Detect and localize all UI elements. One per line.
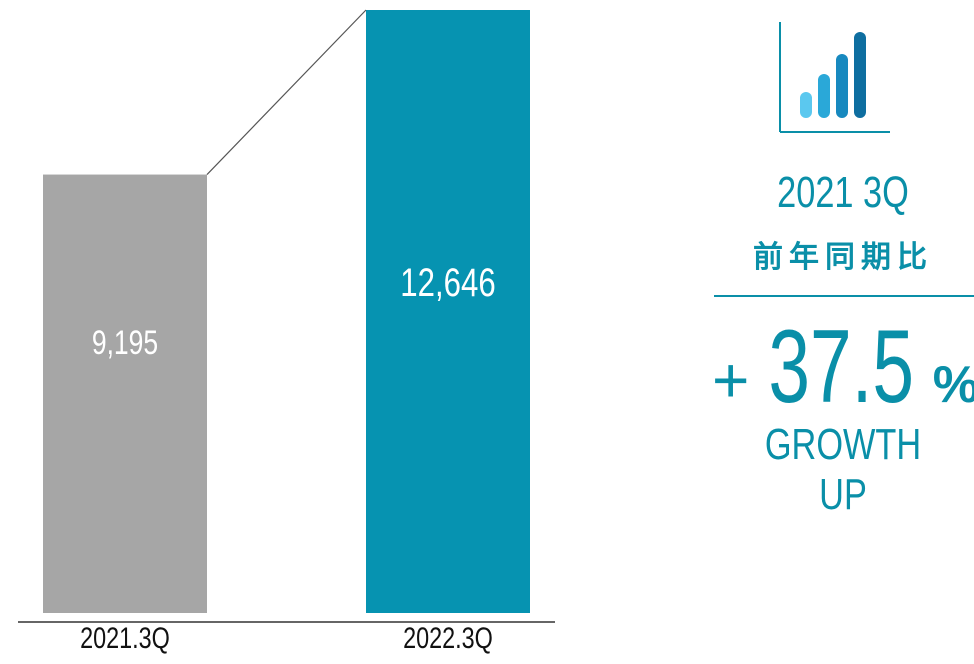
growth-summary: 2021 3Q 前年同期比 + 37.5 % GROWTH UP (712, 0, 974, 664)
value-label: 9,195 (91, 324, 159, 363)
percent-value: 37.5 (768, 309, 914, 425)
growth-connector-line (206, 9, 367, 175)
bar-2021.3Q (43, 174, 207, 613)
category-label: 2021.3Q (80, 622, 170, 655)
divider (714, 295, 974, 297)
percent-unit: % (933, 355, 974, 415)
bar-chart-icon (779, 22, 890, 133)
category-label: 2022.3Q (403, 622, 493, 655)
comparison-label: 前年同期比 (753, 241, 933, 274)
period-label: 2021 3Q (777, 168, 909, 217)
plus-sign: + (712, 344, 750, 416)
growth-caption: GROWTH UP (764, 420, 922, 519)
value-label: 12,646 (400, 261, 496, 306)
growth-percentage: + 37.5 % (712, 308, 974, 425)
bar-2022.3Q (366, 10, 530, 613)
